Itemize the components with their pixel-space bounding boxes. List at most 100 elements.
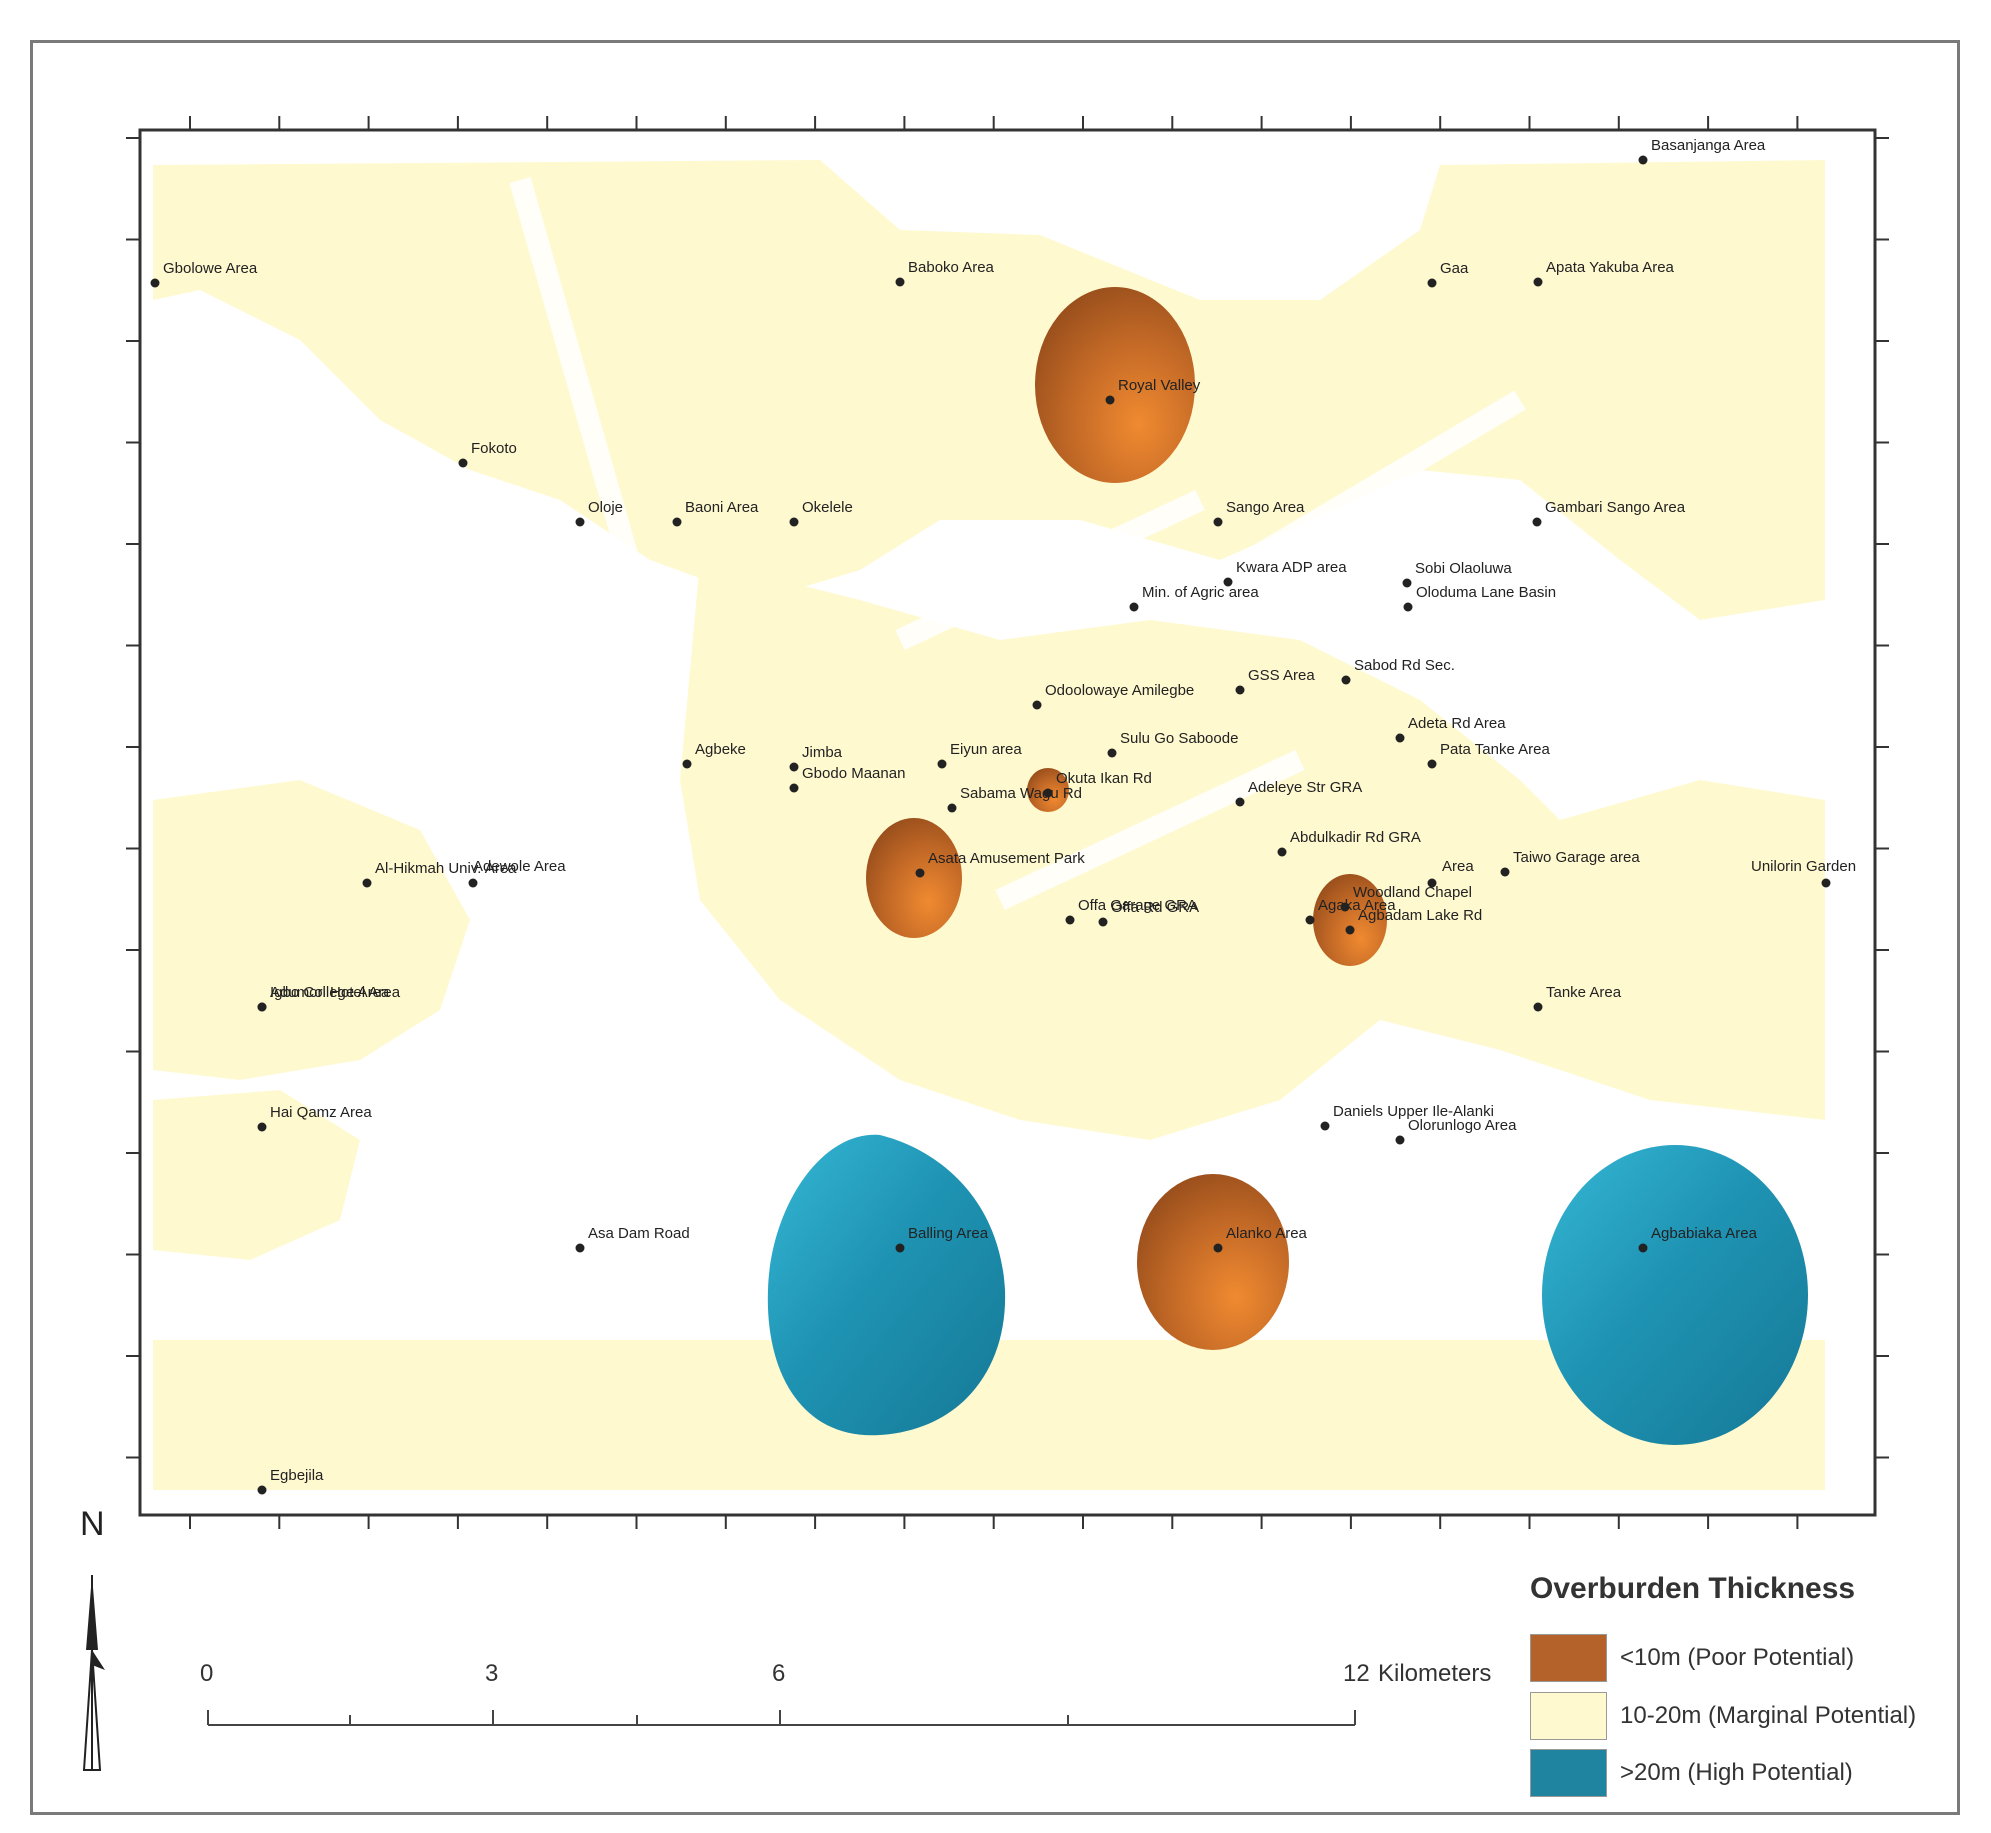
poor-zone-royal-valley [1035, 287, 1195, 483]
marginal-zone-southwest [153, 1090, 360, 1260]
marginal-zone-west [153, 780, 470, 1080]
place-label: Taiwo Garage area [1513, 849, 1640, 866]
place-marker[interactable] [895, 277, 905, 287]
place-marker[interactable] [1638, 155, 1648, 165]
place-label: Tanke Area [1546, 984, 1622, 1001]
place-marker[interactable] [1235, 685, 1245, 695]
place-marker[interactable] [1427, 278, 1437, 288]
place-marker[interactable] [150, 278, 160, 288]
place-marker[interactable] [458, 458, 468, 468]
legend-swatch-high [1530, 1749, 1607, 1797]
place-marker[interactable] [1500, 867, 1510, 877]
place-marker[interactable] [1345, 925, 1355, 935]
place-marker[interactable] [1395, 1135, 1405, 1145]
place-marker[interactable] [1305, 915, 1315, 925]
place-marker[interactable] [575, 517, 585, 527]
marginal-zone-north [153, 160, 1825, 620]
legend-label-high: >20m (High Potential) [1620, 1759, 1853, 1786]
graticule-ticks [126, 116, 1889, 1529]
place-label: Kwara ADP area [1236, 559, 1347, 576]
place-marker[interactable] [257, 1122, 267, 1132]
place-label: Oloje [588, 499, 623, 516]
place-label: Royal Valley [1118, 377, 1201, 394]
marginal-zone-east [1540, 780, 1825, 1040]
place-marker[interactable] [1403, 602, 1413, 612]
legend-swatch-poor [1530, 1634, 1607, 1682]
place-label: Okuta Ikan Rd [1056, 770, 1152, 787]
legend-row-poor: <10m (Poor Potential) [1530, 1634, 1970, 1684]
place-label: Basanjanga Area [1651, 137, 1766, 154]
place-label: Okelele [802, 499, 853, 516]
marginal-zone-central [680, 560, 1825, 1140]
north-arrow [82, 1575, 105, 1771]
place-marker[interactable] [1235, 797, 1245, 807]
place-label: Agaka Area [1318, 897, 1396, 914]
place-label: Pata Tanke Area [1440, 741, 1550, 758]
place-marker[interactable] [1129, 602, 1139, 612]
place-marker[interactable] [915, 868, 925, 878]
north-letter: N [80, 1505, 105, 1543]
place-marker[interactable] [1223, 577, 1233, 587]
place-label: Gbolowe Area [163, 260, 258, 277]
place-marker[interactable] [1065, 915, 1075, 925]
place-marker[interactable] [1320, 1121, 1330, 1131]
place-marker[interactable] [1638, 1243, 1648, 1253]
place-marker[interactable] [682, 759, 692, 769]
place-marker[interactable] [468, 878, 478, 888]
place-marker[interactable] [1032, 700, 1042, 710]
marginal-zones [153, 160, 1825, 1490]
place-marker[interactable] [1533, 277, 1543, 287]
place-label: Daniels Upper Ile-Alanki [1333, 1103, 1494, 1120]
place-marker[interactable] [1533, 1002, 1543, 1012]
place-marker[interactable] [1402, 578, 1412, 588]
place-marker[interactable] [1427, 759, 1437, 769]
place-marker[interactable] [362, 878, 372, 888]
place-marker[interactable] [1532, 517, 1542, 527]
north-arrow-wing [92, 1650, 105, 1670]
scale-label-0: 0 [200, 1660, 214, 1687]
legend: Overburden Thickness <10m (Poor Potentia… [1525, 1572, 1965, 1807]
place-marker[interactable] [257, 1485, 267, 1495]
place-marker[interactable] [1213, 517, 1223, 527]
place-marker[interactable] [1821, 878, 1831, 888]
place-label: Adewole Area [473, 858, 566, 875]
map-frame [30, 40, 1960, 1815]
place-marker[interactable] [1341, 675, 1351, 685]
place-marker[interactable] [575, 1243, 585, 1253]
legend-label-marginal: 10-20m (Marginal Potential) [1620, 1702, 1917, 1729]
high-zone-balling [767, 1134, 1006, 1436]
place-marker[interactable] [1395, 733, 1405, 743]
poor-potential-zones [866, 287, 1387, 1350]
place-marker[interactable] [789, 517, 799, 527]
place-label: Agbeke [695, 741, 746, 758]
place-marker[interactable] [895, 1243, 905, 1253]
place-label: Unilorin Garden [1751, 858, 1856, 875]
place-marker[interactable] [1277, 847, 1287, 857]
poor-zone-asata-park [866, 818, 962, 938]
place-marker[interactable] [1427, 878, 1437, 888]
place-marker[interactable] [789, 762, 799, 772]
place-marker[interactable] [789, 783, 799, 793]
white-streak [995, 750, 1305, 910]
place-label: Abdulkadir Rd GRA [1290, 829, 1421, 846]
place-marker[interactable] [1105, 395, 1115, 405]
place-marker[interactable] [1098, 917, 1108, 927]
legend-row-marginal: 10-20m (Marginal Potential) [1530, 1692, 1970, 1742]
place-marker[interactable] [937, 759, 947, 769]
place-marker[interactable] [1043, 788, 1053, 798]
place-label: Gaa [1440, 260, 1469, 277]
place-marker[interactable] [947, 803, 957, 813]
place-marker[interactable] [257, 1002, 267, 1012]
place-marker[interactable] [1340, 902, 1350, 912]
place-label: Adumori Hotel Area [270, 984, 401, 1001]
scale-label-6: 6 [772, 1660, 786, 1687]
place-label: Al-Hikmah Univ. Area [375, 860, 517, 877]
place-label: Adeta Rd Area [1408, 715, 1506, 732]
place-marker[interactable] [1213, 1243, 1223, 1253]
place-label: Offa Garage GRA [1078, 897, 1197, 914]
place-label: Sango Area [1226, 499, 1305, 516]
place-marker[interactable] [1107, 748, 1117, 758]
place-marker[interactable] [672, 517, 682, 527]
place-label: GSS Area [1248, 667, 1315, 684]
